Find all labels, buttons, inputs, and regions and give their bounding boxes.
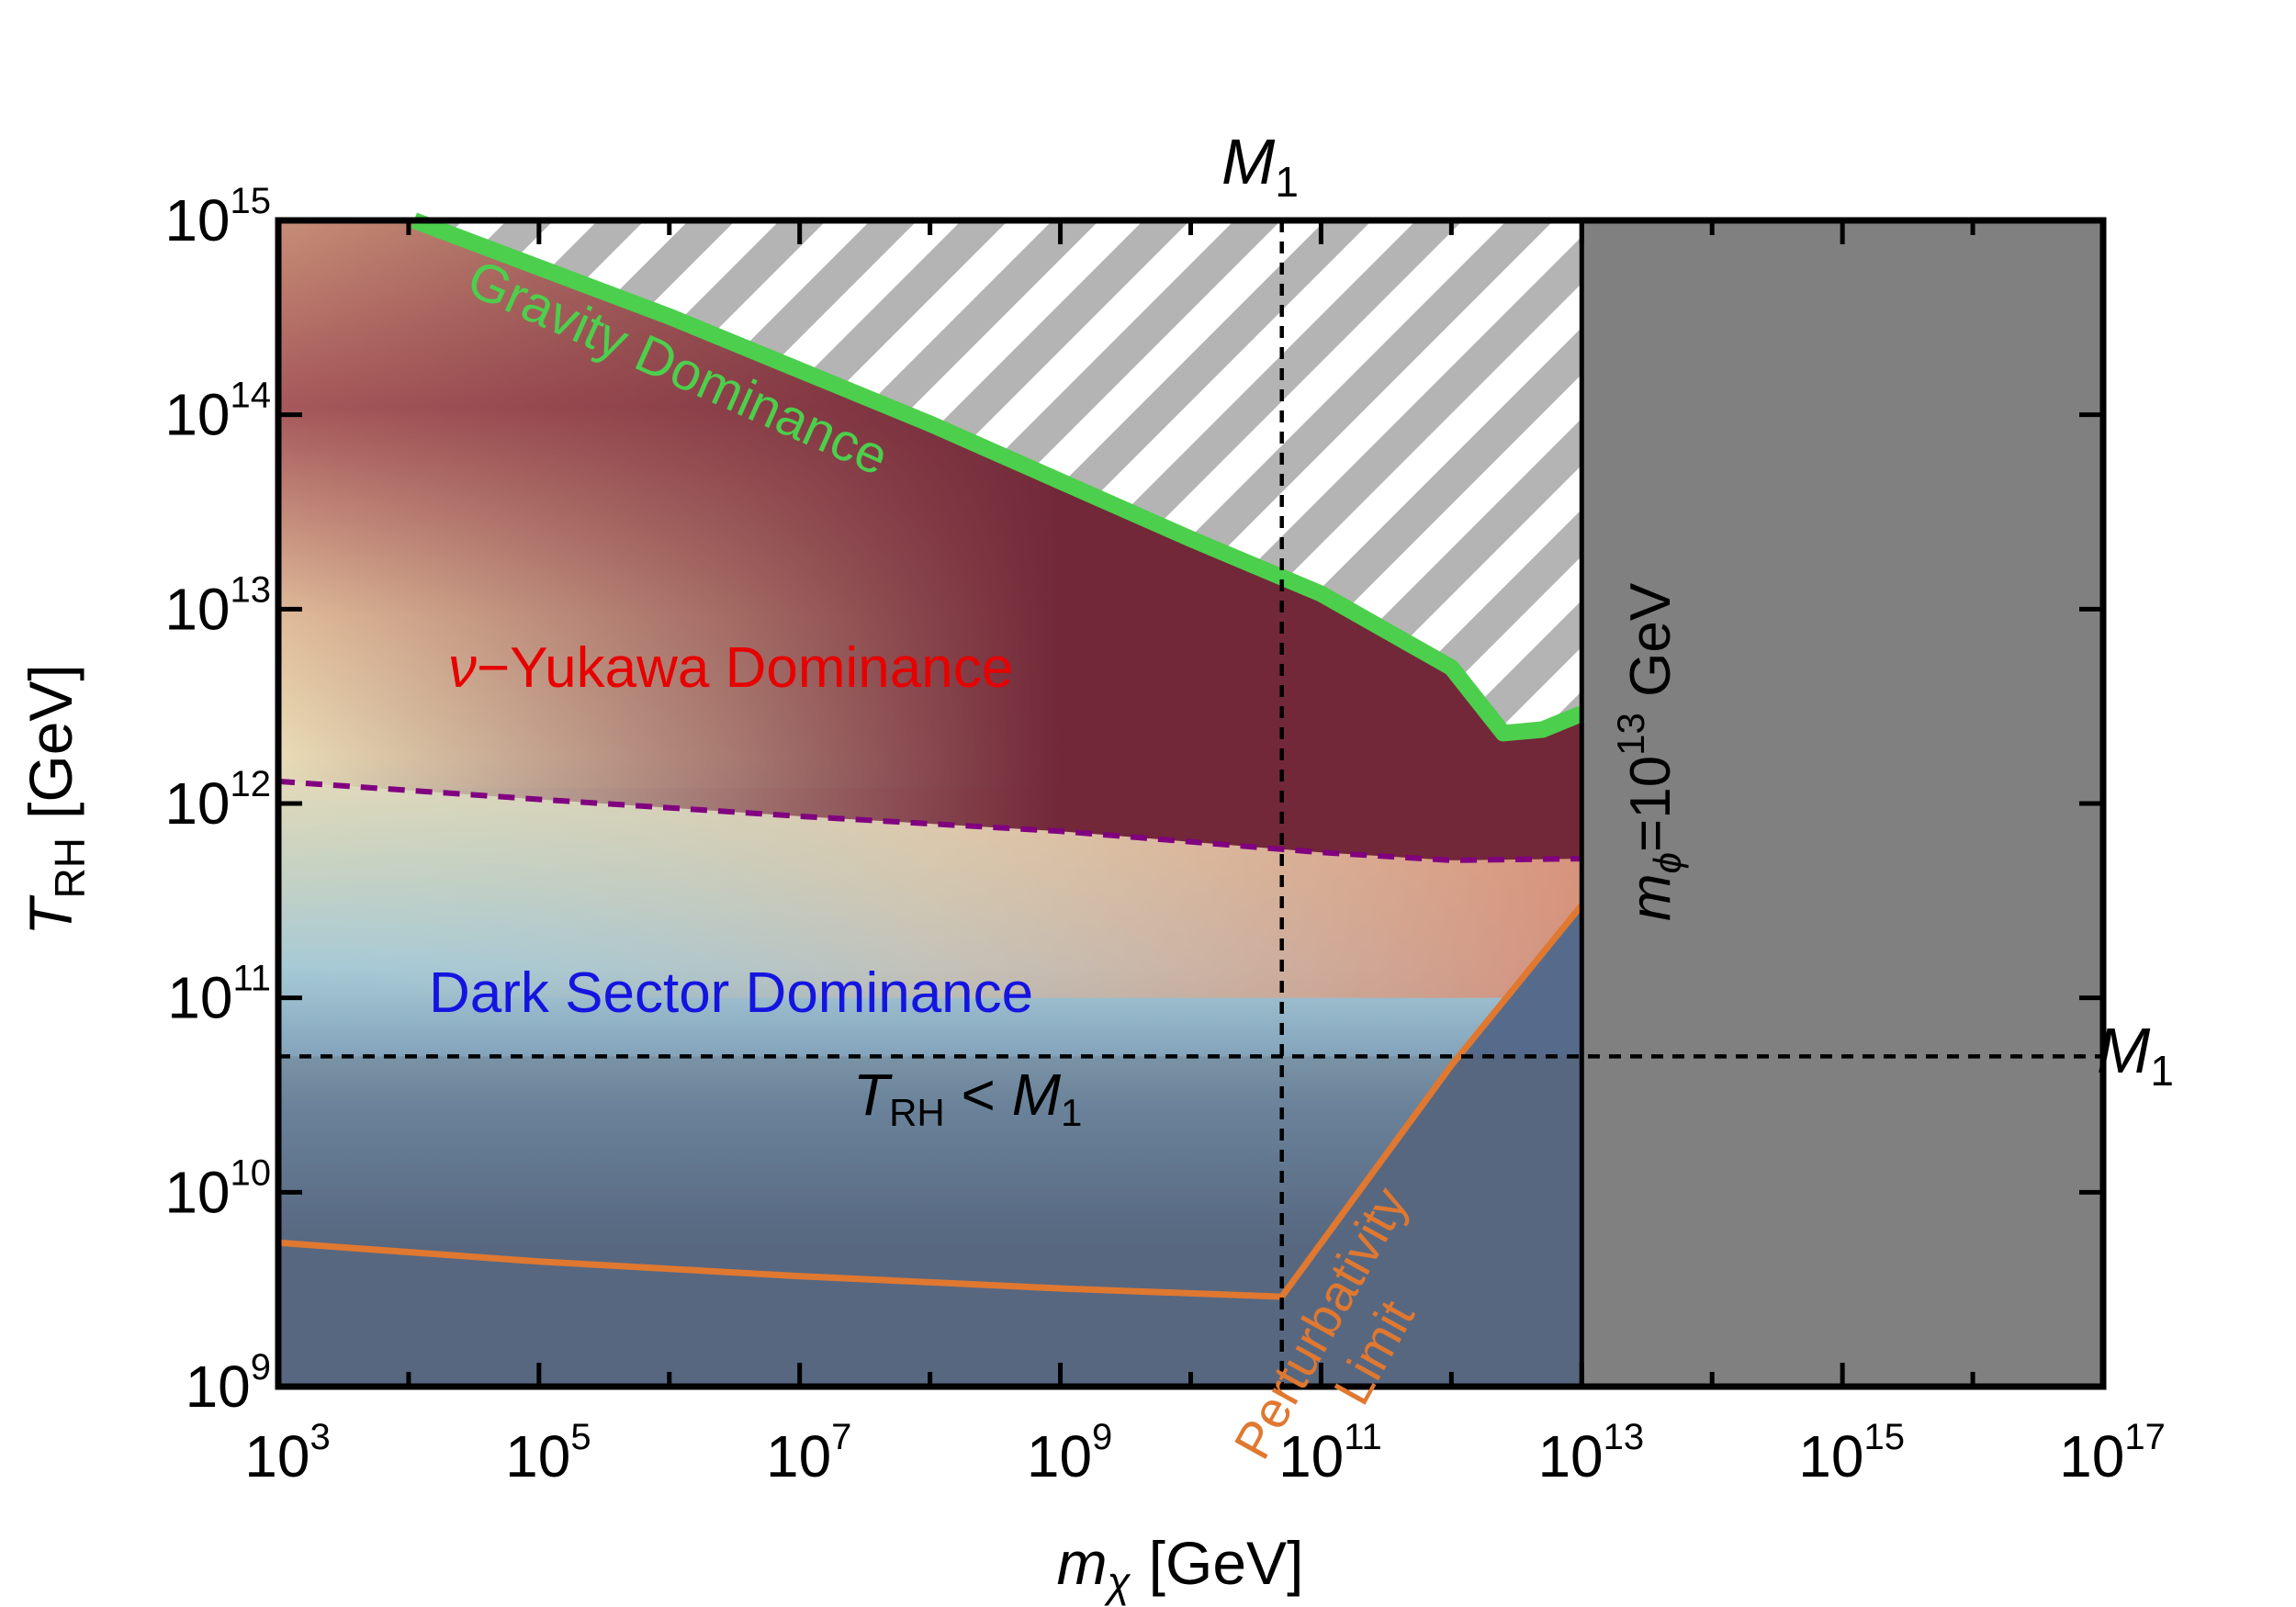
region-excluded-mphi [1581, 220, 2103, 1387]
tick-label: 1013 [1537, 1417, 1644, 1489]
tick-label: 1014 [164, 376, 271, 448]
dark-sector-dominance-label: Dark Sector Dominance [429, 961, 1033, 1025]
x-tick-labels: 103 105 107 109 1011 1013 1015 1017 [244, 1417, 2166, 1489]
yukawa-dominance-label: ν−Yukawa Dominance [448, 636, 1013, 700]
tick-label: 1011 [167, 959, 271, 1031]
dashed-boundary-line [277, 778, 1582, 863]
region-excluded-hatched [413, 220, 1582, 734]
tick-label: 1013 [164, 569, 271, 642]
mphi-label: mϕ=1013 GeV [1609, 582, 1689, 921]
gravity-dominance-line [411, 212, 1585, 742]
tick-label: 1011 [1278, 1417, 1382, 1489]
tick-label: 1017 [2059, 1417, 2166, 1489]
tick-label: 109 [1027, 1417, 1112, 1489]
perturbativity-limit-line [277, 903, 1585, 1300]
axis-ticks [276, 218, 2106, 1389]
y-tick-labels: 109 1010 1011 1012 1013 1014 1015 [164, 181, 271, 1420]
tick-label: 103 [244, 1417, 330, 1489]
x-axis-title: mχ [GeV] [1057, 1529, 1304, 1606]
tick-label: 1015 [1798, 1417, 1905, 1489]
region-trh-below-m1-shade [278, 1056, 1582, 1387]
tick-label: 1015 [164, 181, 271, 253]
tick-label: 107 [766, 1417, 851, 1489]
tick-label: 105 [505, 1417, 591, 1489]
tick-label: 109 [186, 1347, 271, 1420]
tick-label: 1012 [164, 764, 271, 837]
y-axis-title: TRH[GeV] [17, 664, 94, 936]
tick-label: 1010 [164, 1152, 271, 1225]
m1-top-label: M1 [1221, 126, 1299, 206]
trh-below-m1-label: TRH < M1 [853, 1062, 1082, 1134]
m1-right-label: M1 [2097, 1015, 2174, 1095]
region-yukawa-dominance [278, 220, 1582, 860]
